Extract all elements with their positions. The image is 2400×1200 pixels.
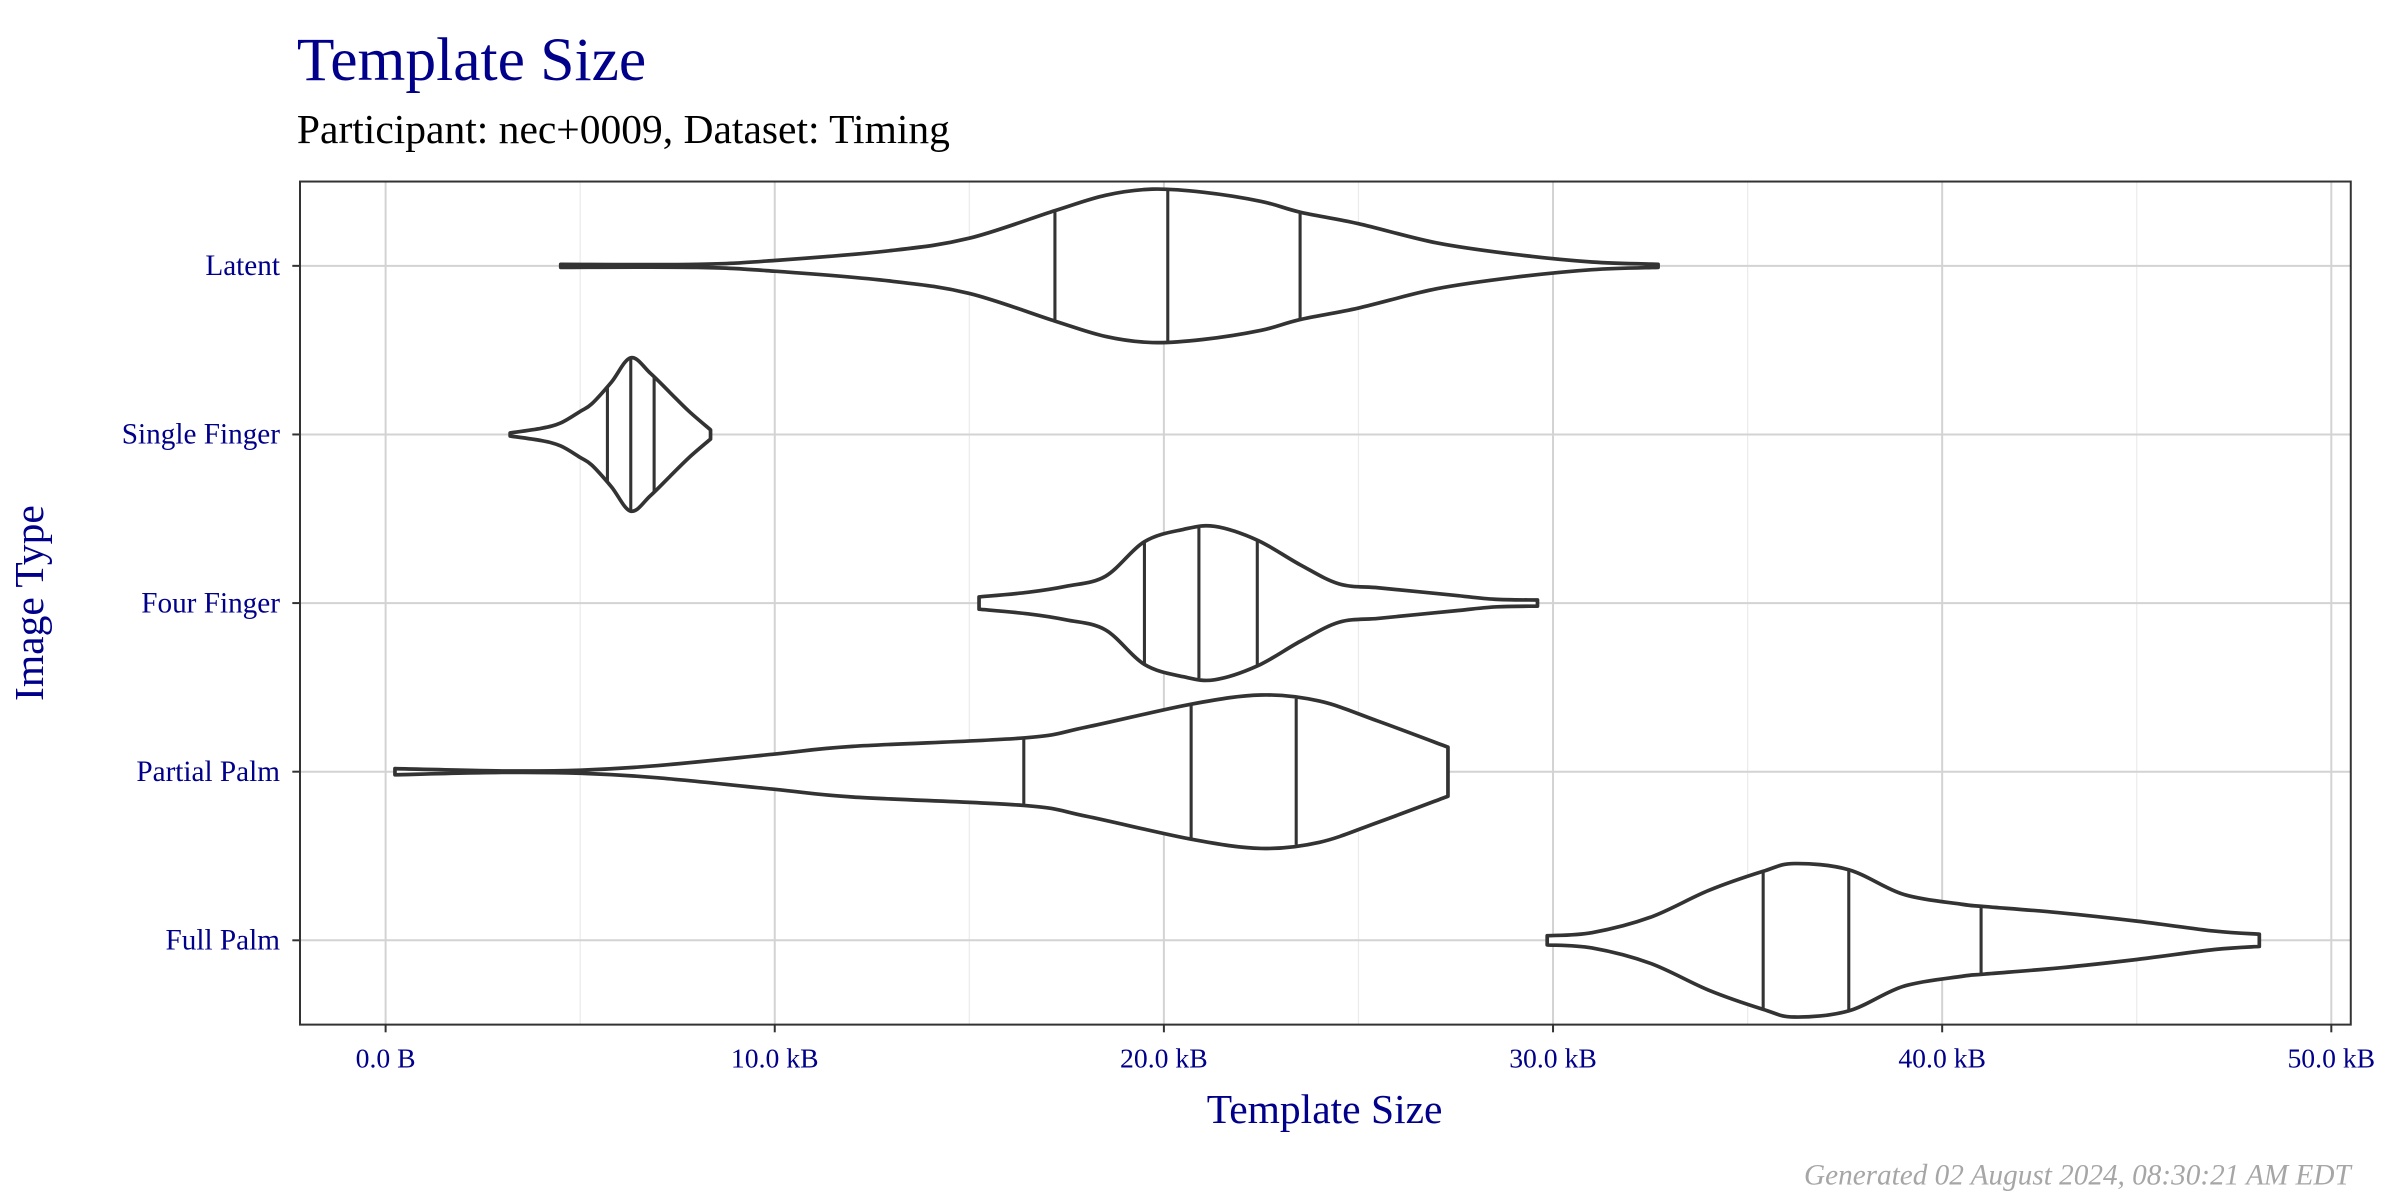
chart-subtitle: Participant: nec+0009, Dataset: Timing [297, 106, 950, 152]
violin-full-palm [1545, 861, 2262, 1019]
x-axis-title: Template Size [1207, 1086, 1443, 1132]
x-tick-label: 10.0 kB [731, 1043, 819, 1074]
y-tick-label: Four Finger [141, 587, 280, 619]
violin-latent [558, 187, 1660, 345]
y-tick-label: Latent [205, 250, 280, 282]
y-axis-title: Image Type [6, 505, 52, 701]
violin-shape [508, 355, 713, 514]
violin-partial-palm [393, 693, 1450, 851]
x-tick-label: 0.0 B [356, 1043, 416, 1074]
violin-shape [393, 693, 1450, 851]
y-tick-label: Partial Palm [136, 756, 280, 788]
y-tick-label: Single Finger [122, 419, 281, 451]
violins [393, 187, 2262, 1019]
x-tick-label: 20.0 kB [1120, 1043, 1208, 1074]
x-tick-label: 40.0 kB [1898, 1043, 1986, 1074]
violin-shape [1545, 861, 2262, 1019]
x-tick-label: 50.0 kB [2287, 1043, 2375, 1074]
y-tick-label: Full Palm [166, 925, 281, 957]
chart-title: Template Size [297, 26, 646, 94]
x-tick-label: 30.0 kB [1509, 1043, 1597, 1074]
generated-footer: Generated 02 August 2024, 08:30:21 AM ED… [1804, 1160, 2352, 1192]
violin-four-finger [977, 523, 1540, 683]
violin-shape [558, 187, 1660, 345]
y-axis: Latent Single Finger Four Finger Partial Pa… [122, 250, 300, 957]
violin-single-finger [508, 355, 713, 514]
x-axis: 0.0 B 10.0 kB 20.0 kB 30.0 kB 40.0 kB 50.0 kB [356, 1024, 2375, 1074]
